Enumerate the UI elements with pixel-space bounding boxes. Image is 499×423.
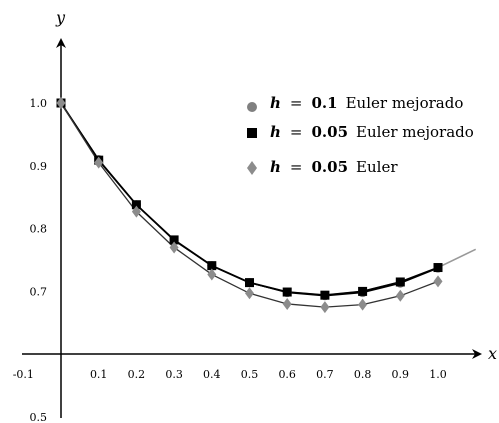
legend-square-marker [247, 128, 257, 138]
y-tick-labels: 1.0 0.9 0.8 0.7 0.5 [30, 97, 48, 423]
x-tick-label: 0.8 [354, 368, 372, 381]
legend-2-method: Euler mejorado [356, 123, 474, 141]
y-tick-label: 0.7 [30, 285, 48, 298]
y-tick-label: 0.5 [30, 411, 48, 423]
y-axis-label: y [55, 8, 66, 27]
svg-text:h = 0.1: h = 0.1 Euler mejorado [270, 94, 463, 112]
series-2-point [169, 235, 179, 245]
series-3-point [131, 205, 141, 218]
series-2-point [207, 261, 217, 271]
x-tick-label: 0.9 [392, 368, 410, 381]
series-3-point [207, 268, 217, 281]
series-3-point [433, 275, 443, 288]
x-tick-labels: -0.1 0.1 0.2 0.3 0.4 0.5 0.6 0.7 0.8 0.9 1.0 [13, 368, 447, 381]
legend-diamond-marker [247, 161, 257, 175]
series-2-point [358, 286, 368, 296]
legend-3-method: Euler [356, 158, 398, 176]
series-3-point [358, 298, 368, 311]
series-2-point [433, 263, 443, 273]
x-tick-label: 0.5 [241, 368, 259, 381]
x-tick-label: 0.6 [278, 368, 296, 381]
x-tick-label: 0.4 [203, 368, 221, 381]
series-2-point [320, 290, 330, 300]
legend-entry-h005-euler-mejorado: h = 0.05 Euler mejorado [247, 123, 474, 141]
x-tick-label: 1.0 [429, 368, 447, 381]
series-2-point [131, 200, 141, 210]
series-markers [56, 97, 443, 314]
series-3-point [56, 97, 66, 109]
series-3-point [282, 297, 292, 310]
y-tick-label: 1.0 [30, 97, 48, 110]
x-tick-label: 0.1 [90, 368, 108, 381]
series-2-point [395, 277, 405, 287]
legend-3-step: 0.05 [311, 158, 348, 176]
x-tick-label: -0.1 [13, 368, 34, 381]
x-tick-label: 0.3 [165, 368, 183, 381]
legend-entry-h005-euler: h = 0.05 Euler [247, 158, 398, 176]
axes: x y [22, 8, 497, 418]
y-tick-label: 0.8 [30, 223, 48, 236]
y-tick-label: 0.9 [30, 160, 48, 173]
svg-text:h = 0.05: h = 0.05 Euler mejorado [270, 123, 474, 141]
legend-2-step: 0.05 [311, 123, 348, 141]
series-3-point [169, 241, 179, 254]
legend-entry-h01-euler-mejorado: h = 0.1 Euler mejorado [247, 94, 463, 112]
series-2-point [282, 287, 292, 297]
legend-1-method: Euler mejorado [346, 94, 464, 112]
svg-text:h = 0.05: h = 0.05 Euler [270, 158, 398, 176]
legend-circle-marker [247, 102, 257, 112]
series-3-point [245, 287, 254, 300]
legend-2-symbol: h [270, 123, 281, 141]
legend-2-equals: = [290, 123, 303, 141]
legend: h = 0.1 Euler mejorado h = 0.05 Euler me… [247, 94, 474, 176]
legend-3-equals: = [290, 158, 303, 176]
series-3-point [320, 301, 330, 314]
legend-1-symbol: h [270, 94, 281, 112]
legend-1-equals: = [290, 94, 303, 112]
legend-3-symbol: h [270, 158, 281, 176]
x-tick-label: 0.2 [128, 368, 146, 381]
series-3-point [94, 156, 104, 169]
x-tick-label: 0.7 [316, 368, 334, 381]
series-2-point [245, 278, 254, 288]
series-3-point [395, 289, 405, 302]
legend-1-step: 0.1 [311, 94, 337, 112]
x-axis-label: x [488, 344, 497, 363]
